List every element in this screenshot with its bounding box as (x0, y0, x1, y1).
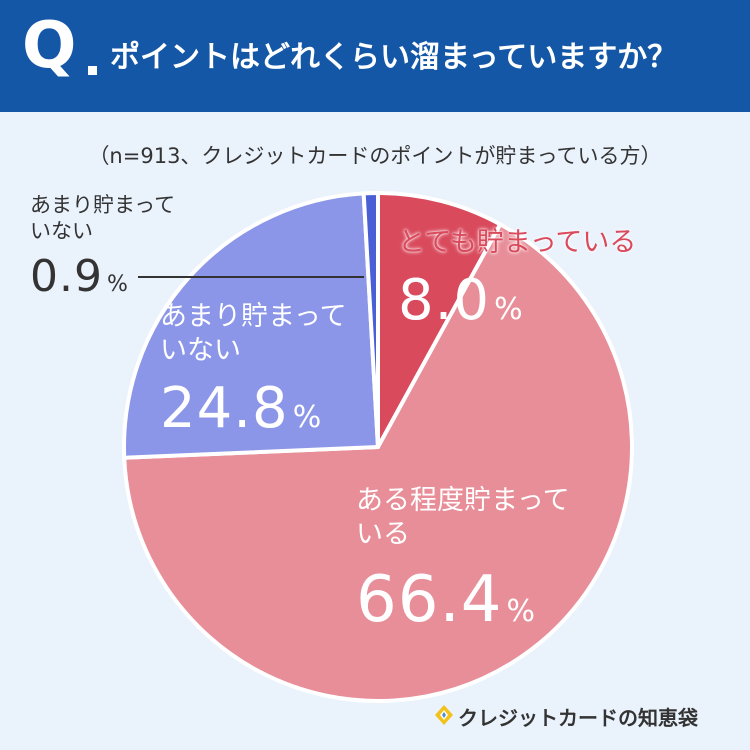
slice-very-saved (376, 191, 503, 449)
slice-value-very-saved: 8.0% (398, 267, 523, 333)
question-text: ポイントはどれくらい溜まっていますか？ (110, 40, 678, 75)
slice-name-not-much-saved-1: あまり貯まって (160, 301, 347, 332)
label-not-much-saved: あまり貯まって いない 24.8% (160, 300, 347, 444)
q-mark: Q (22, 9, 77, 83)
slice-somewhat-saved (122, 222, 634, 703)
brand-name: クレジットカードの知恵袋 (458, 706, 698, 730)
slice-name-small-2: いない (30, 219, 93, 244)
slice-name-very-saved: とても貯まっている (398, 227, 637, 258)
label-very-saved: とても貯まっている 8.0% (398, 226, 636, 336)
sample-note: （n=913、クレジットカードのポイントが貯まっている方） (88, 144, 662, 168)
slice-name-not-much-saved-2: いない (160, 334, 241, 366)
slice-name-somewhat-saved-1: ある程度貯まって (356, 485, 570, 516)
q-dot (88, 66, 97, 75)
slice-value-small: 0.9% (30, 250, 128, 302)
label-small-slice: あまり貯まって いない 0.9% (30, 192, 175, 304)
slice-value-somewhat-saved: 66.4% (356, 562, 536, 637)
slice-value-not-much-saved: 24.8% (160, 375, 322, 441)
slice-name-small-1: あまり貯まって (30, 193, 176, 217)
question-header: Q ポイントはどれくらい溜まっていますか？ (0, 0, 750, 112)
brand-logo-icon (435, 705, 453, 725)
slice-name-somewhat-saved-2: いる (356, 518, 410, 550)
label-somewhat-saved: ある程度貯まって いる 66.4% (356, 484, 570, 640)
slice-small (361, 191, 380, 449)
